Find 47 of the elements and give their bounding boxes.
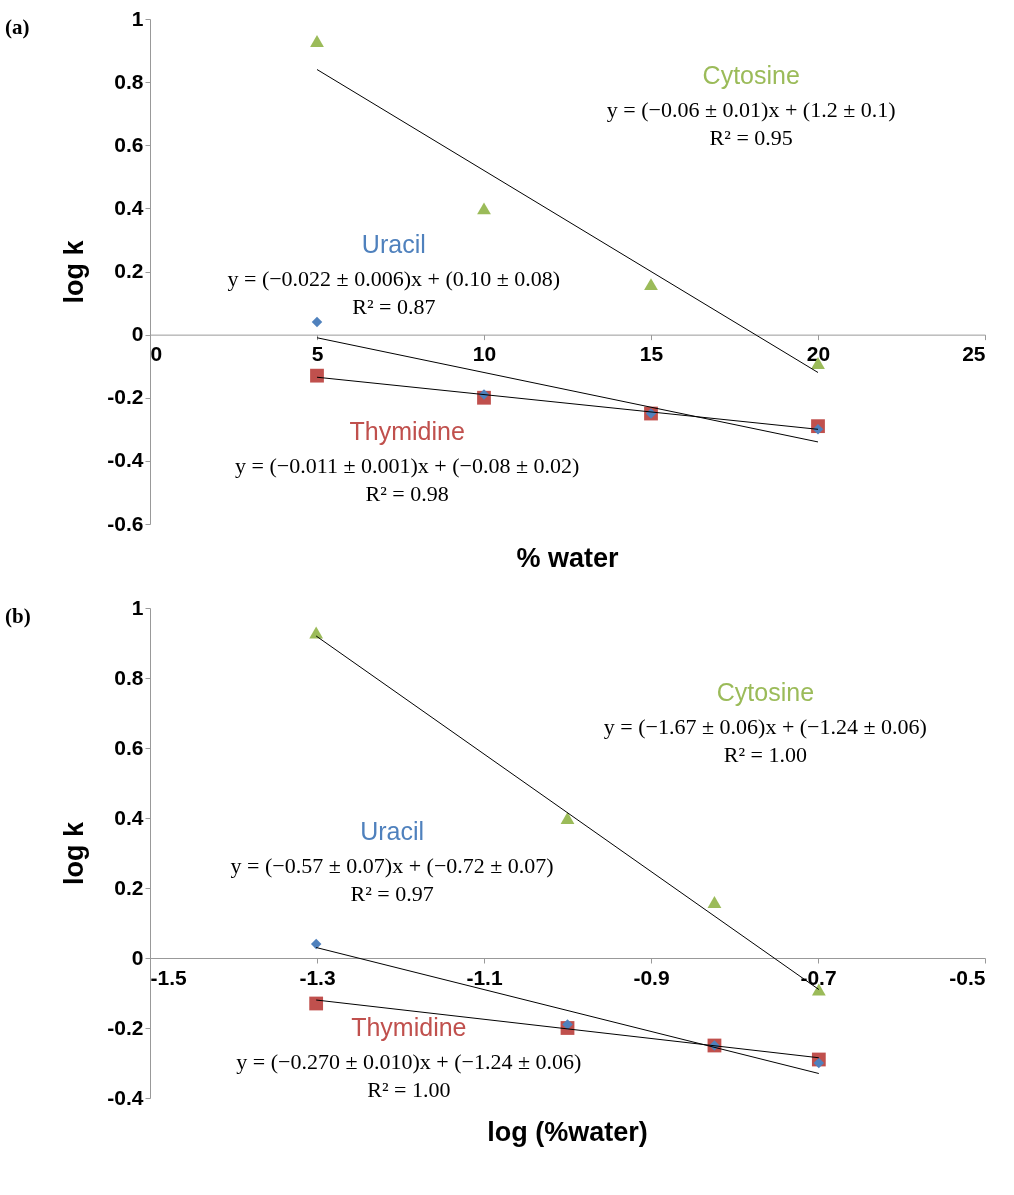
y-tick-label: 0.6 <box>114 735 144 759</box>
x-tick-label: -1.1 <box>466 965 503 989</box>
x-tick-label: 0 <box>150 342 163 366</box>
text: (a) <box>5 15 30 39</box>
text: Cytosine <box>716 677 815 706</box>
y-tick-label: 0.2 <box>114 875 144 899</box>
y-tick-label: 1 <box>131 595 144 619</box>
series-label: Thymidine <box>351 1012 467 1041</box>
annotation: y = (−0.022 ± 0.006)x + (0.10 ± 0.08) R² = 0.87 <box>227 265 561 319</box>
x-axis-title: log (%water) <box>487 1117 648 1147</box>
annotation: y = (−0.011 ± 0.001)x + (−0.08 ± 0.02) R² = 0.98 <box>235 453 580 507</box>
y-tick-label: -0.4 <box>107 448 144 472</box>
x-tick-label: -1.5 <box>150 965 188 989</box>
annotation: y = (−1.67 ± 0.06)x + (−1.24 ± 0.06) R² = 1.00 <box>603 713 927 767</box>
x-tick-label: -0.5 <box>949 965 986 989</box>
y-tick-label: -0.2 <box>107 1015 144 1039</box>
y-tick-label: 0.8 <box>114 69 144 93</box>
text: Uracil <box>361 229 426 258</box>
text: (b) <box>5 604 31 628</box>
y-axis-title: log k <box>59 239 90 304</box>
y-tick-label: 0.6 <box>114 132 144 156</box>
y-tick-label: 0.8 <box>114 665 144 689</box>
x-tick-label: -0.7 <box>800 965 837 989</box>
y-tick-label: 1 <box>131 6 144 30</box>
series-label: Thymidine <box>349 417 465 446</box>
text: Uracil <box>360 816 425 845</box>
y-tick-label: 0 <box>131 322 144 346</box>
y-tick-label: 0.2 <box>114 259 144 282</box>
annotation: y = (−0.57 ± 0.07)x + (−0.72 ± 0.07) R² = 0.97 <box>230 852 554 906</box>
y-tick-label: 0 <box>131 945 144 969</box>
x-tick-label: -0.9 <box>633 965 670 989</box>
x-tick-label: 5 <box>311 342 324 366</box>
x-tick-label: 10 <box>472 342 497 366</box>
x-tick-label: 15 <box>639 342 664 366</box>
y-tick-label: -0.4 <box>107 1085 144 1109</box>
annotation: y = (−0.06 ± 0.01)x + (1.2 ± 0.1) R² = 0.95 <box>606 96 896 150</box>
text: Cytosine <box>702 60 800 89</box>
x-tick-label: -1.3 <box>299 965 336 989</box>
y-axis-title: log k <box>59 821 90 886</box>
x-tick-label: 20 <box>806 342 831 366</box>
y-tick-label: -0.2 <box>107 385 144 409</box>
y-tick-label: -0.6 <box>107 511 144 535</box>
y-tick-label: 0.4 <box>114 195 144 219</box>
annotation: y = (−0.270 ± 0.010)x + (−1.24 ± 0.06) R² = 1.00 <box>236 1048 582 1102</box>
y-tick-label: 0.4 <box>114 805 144 829</box>
x-tick-label: 25 <box>962 342 986 366</box>
x-axis-title: % water <box>516 543 620 573</box>
